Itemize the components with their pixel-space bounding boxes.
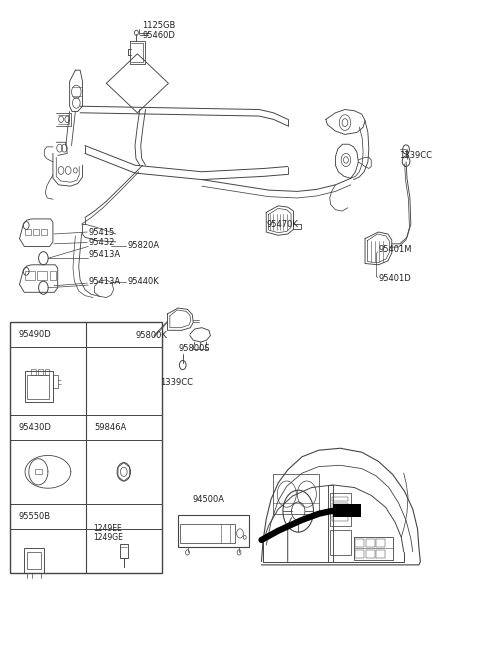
Bar [24, 548, 44, 572]
Bar [10, 322, 162, 572]
Bar [120, 544, 128, 559]
Text: 95413A: 95413A [89, 277, 121, 286]
Text: 95470K: 95470K [266, 220, 298, 229]
Text: 95550B: 95550B [19, 512, 51, 521]
Bar [332, 517, 348, 521]
Text: 1249EE: 1249EE [93, 524, 122, 533]
Bar [376, 539, 385, 547]
Text: 95430D: 95430D [19, 423, 51, 432]
Text: 1249GE: 1249GE [93, 533, 123, 542]
Bar [27, 553, 41, 569]
Bar [332, 510, 348, 515]
Text: 95440K: 95440K [128, 277, 160, 286]
Text: 1125GB: 1125GB [142, 21, 176, 30]
Bar [27, 375, 49, 399]
Bar [274, 474, 319, 514]
Bar [33, 230, 39, 236]
Text: 95820A: 95820A [128, 241, 160, 250]
Bar [330, 493, 351, 526]
Text: 95401D: 95401D [378, 274, 411, 283]
Text: 95401M: 95401M [378, 245, 412, 253]
Bar [40, 230, 47, 236]
Text: 95432: 95432 [89, 238, 115, 247]
Bar [31, 368, 36, 375]
Bar [333, 504, 361, 517]
Text: 95413A: 95413A [89, 251, 121, 259]
Text: 1339CC: 1339CC [160, 378, 193, 386]
Bar [38, 368, 43, 375]
Bar [356, 550, 364, 559]
Bar [25, 270, 35, 280]
Bar [178, 515, 249, 547]
Text: 1339CC: 1339CC [399, 151, 432, 160]
Bar [25, 370, 53, 402]
Bar [180, 524, 235, 544]
Bar [25, 230, 32, 236]
Text: 95460D: 95460D [142, 31, 175, 40]
Bar [356, 539, 364, 547]
Bar [53, 374, 59, 388]
Bar [45, 368, 49, 375]
Bar [37, 270, 47, 280]
Bar [366, 550, 374, 559]
Bar [332, 497, 348, 501]
Text: 95800K: 95800K [135, 331, 167, 340]
Text: 59846A: 59846A [95, 423, 127, 432]
Bar [376, 550, 385, 559]
Bar [50, 270, 56, 280]
Bar [330, 530, 351, 555]
Bar [332, 503, 348, 508]
Text: 95490D: 95490D [19, 330, 51, 340]
Bar [366, 539, 374, 547]
Bar [35, 469, 42, 474]
Text: 95800S: 95800S [179, 344, 211, 353]
Text: 94500A: 94500A [192, 495, 224, 504]
Text: 95415: 95415 [89, 228, 115, 236]
